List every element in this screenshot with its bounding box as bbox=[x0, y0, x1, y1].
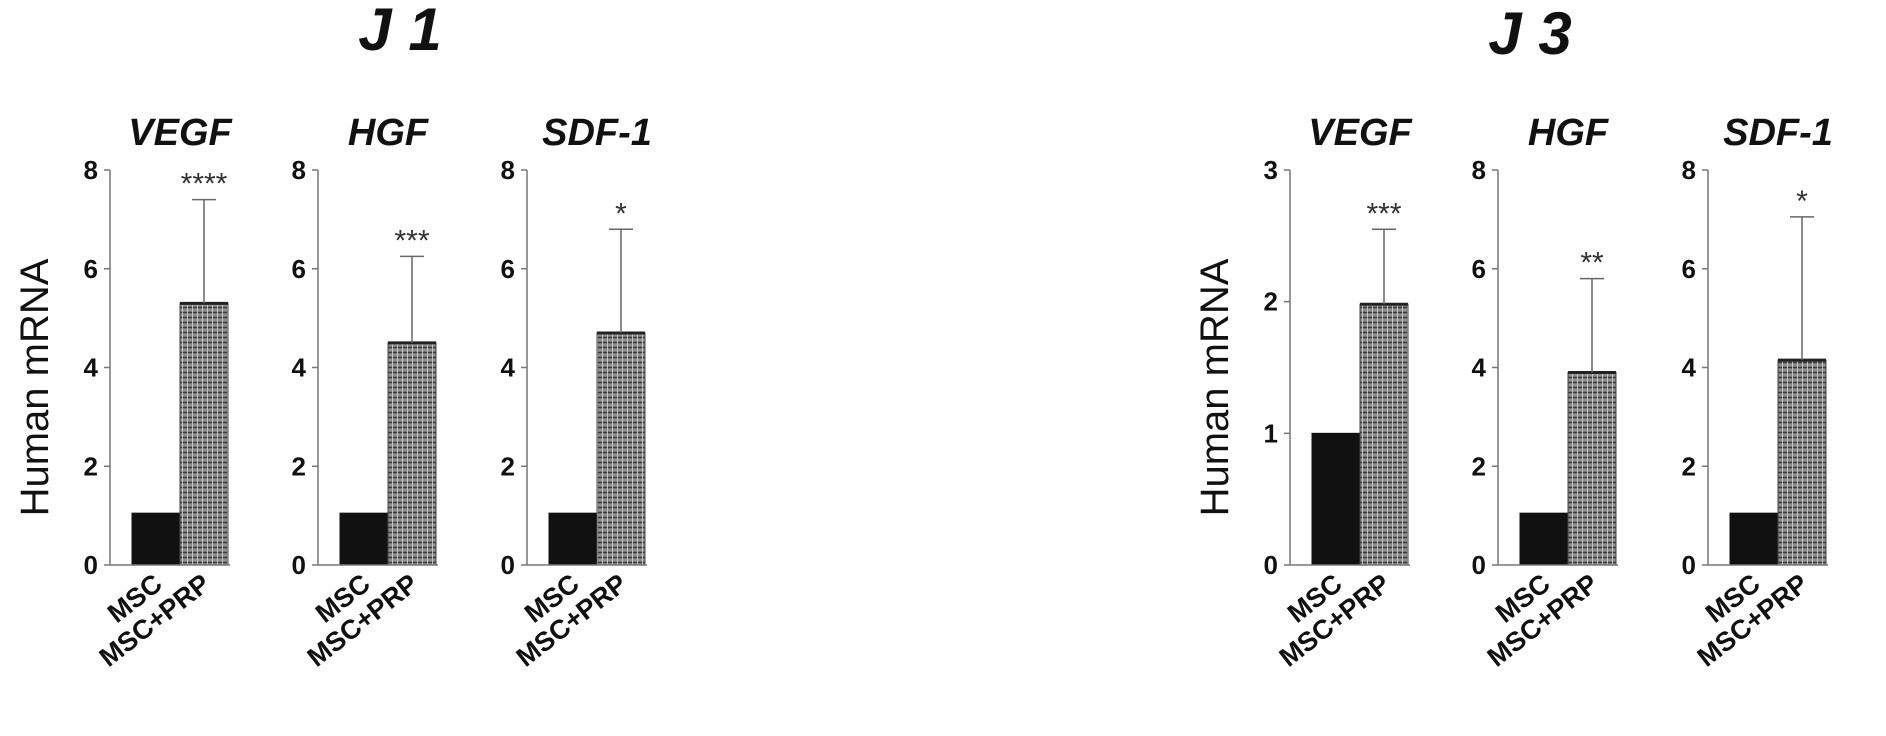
y-tick-label: 0 bbox=[1682, 550, 1696, 580]
y-tick-label: 6 bbox=[1682, 254, 1696, 284]
bar-msc bbox=[131, 512, 181, 566]
bar-msc bbox=[1519, 512, 1569, 566]
y-tick-label: 4 bbox=[292, 353, 307, 383]
y-tick-label: 6 bbox=[84, 254, 98, 284]
y-axis-label: Human mRNA bbox=[13, 258, 57, 516]
significance-label: * bbox=[1796, 185, 1808, 218]
bar-msc bbox=[1729, 512, 1779, 566]
bar-msc bbox=[339, 512, 389, 566]
y-axis-label: Human mRNA bbox=[1193, 258, 1237, 516]
y-tick-label: 2 bbox=[1264, 287, 1278, 317]
bar-msc bbox=[1311, 432, 1361, 566]
panel-title: SDF-1 bbox=[542, 112, 652, 154]
y-tick-label: 8 bbox=[1682, 155, 1696, 185]
y-tick-label: 1 bbox=[1264, 418, 1278, 448]
y-tick-label: 4 bbox=[1682, 353, 1697, 383]
y-tick-label: 6 bbox=[501, 254, 515, 284]
y-tick-label: 3 bbox=[1264, 155, 1278, 185]
significance-label: * bbox=[615, 197, 627, 230]
y-tick-label: 8 bbox=[84, 155, 98, 185]
y-tick-label: 8 bbox=[292, 155, 306, 185]
y-tick-label: 0 bbox=[1472, 550, 1486, 580]
significance-label: **** bbox=[181, 168, 228, 201]
panel-title: VEGF bbox=[1308, 112, 1413, 154]
panel-title: SDF-1 bbox=[1723, 112, 1833, 154]
y-tick-label: 2 bbox=[292, 451, 306, 481]
y-tick-label: 2 bbox=[1472, 451, 1486, 481]
panel-title: VEGF bbox=[128, 112, 233, 154]
significance-label: *** bbox=[1366, 197, 1401, 230]
bar-msc-prp bbox=[387, 342, 437, 566]
bar-msc-prp bbox=[596, 332, 646, 566]
y-tick-label: 2 bbox=[84, 451, 98, 481]
y-tick-label: 0 bbox=[292, 550, 306, 580]
panel-title: HGF bbox=[1528, 112, 1610, 154]
y-tick-label: 0 bbox=[84, 550, 98, 580]
y-tick-label: 4 bbox=[501, 353, 516, 383]
y-tick-label: 8 bbox=[501, 155, 515, 185]
bar-msc bbox=[548, 512, 598, 566]
bar-msc-prp bbox=[1777, 359, 1827, 566]
y-tick-label: 2 bbox=[501, 451, 515, 481]
bar-msc-prp bbox=[1359, 303, 1409, 566]
y-tick-label: 6 bbox=[292, 254, 306, 284]
y-tick-label: 8 bbox=[1472, 155, 1486, 185]
significance-label: *** bbox=[394, 224, 429, 257]
group-title-j1: J 1 bbox=[358, 0, 441, 63]
significance-label: ** bbox=[1580, 247, 1604, 280]
y-tick-label: 6 bbox=[1472, 254, 1486, 284]
bar-msc-prp bbox=[179, 302, 229, 566]
bar-msc-prp bbox=[1567, 371, 1617, 566]
y-tick-label: 0 bbox=[501, 550, 515, 580]
y-tick-label: 2 bbox=[1682, 451, 1696, 481]
group-title-j3: J 3 bbox=[1488, 0, 1571, 67]
panel-title: HGF bbox=[348, 112, 430, 154]
y-tick-label: 0 bbox=[1264, 550, 1278, 580]
y-tick-label: 4 bbox=[1472, 353, 1487, 383]
y-tick-label: 4 bbox=[84, 353, 99, 383]
